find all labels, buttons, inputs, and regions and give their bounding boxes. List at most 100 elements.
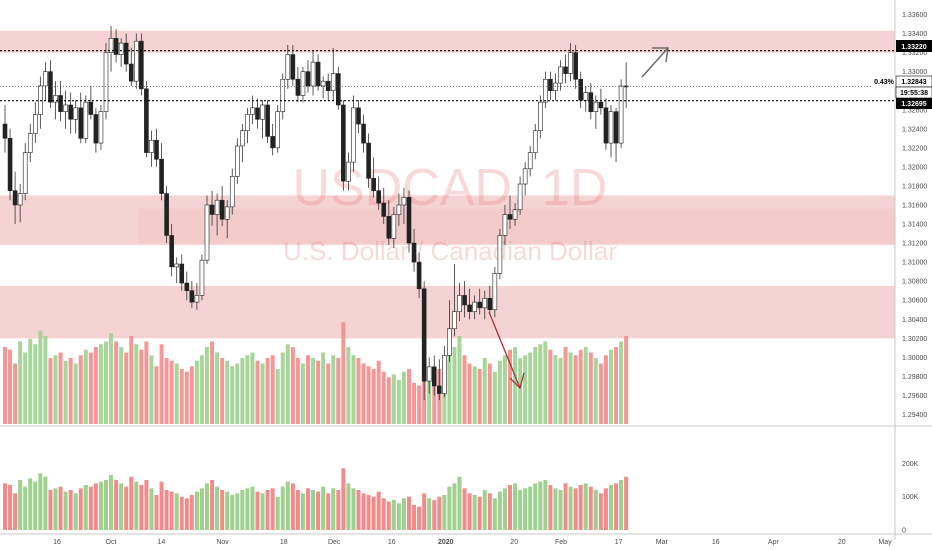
projection-arrow-up-head xyxy=(652,47,669,63)
volume-overlay xyxy=(3,322,629,424)
volume-overlay-bar xyxy=(255,360,260,424)
candle xyxy=(361,114,366,153)
volume-overlay-bar xyxy=(497,360,502,424)
projection-arrow-down[interactable] xyxy=(488,311,521,389)
y-tick-label: 1.30800 xyxy=(902,279,927,286)
volume-overlay-bar xyxy=(346,347,351,424)
candle-body-up xyxy=(532,130,538,153)
volume-overlay-bar xyxy=(78,355,83,424)
y-tick-label: 1.31600 xyxy=(902,202,927,209)
projection-arrow-up[interactable] xyxy=(641,47,669,78)
volume-overlay-bar xyxy=(245,355,250,424)
candle xyxy=(103,43,109,120)
volume-overlay-bar xyxy=(407,369,411,424)
volume-bar xyxy=(98,481,103,530)
volume-overlay-bar xyxy=(513,347,518,424)
volume-bar xyxy=(215,486,220,530)
candle-body-up xyxy=(497,235,503,274)
candle xyxy=(330,47,336,101)
volume-bar xyxy=(306,488,310,530)
candle-body-up xyxy=(134,40,139,82)
volume-bar xyxy=(568,486,573,530)
candle xyxy=(426,357,432,394)
volume-bar xyxy=(189,495,194,530)
candle-body-down xyxy=(113,38,119,55)
volume-overlay-bar xyxy=(568,352,573,424)
candle xyxy=(295,66,301,103)
candle-body-up xyxy=(118,42,124,55)
candle-body-up xyxy=(108,38,114,53)
candle xyxy=(174,257,179,284)
volume-overlay-bar xyxy=(588,352,593,424)
volume-bar xyxy=(432,500,437,530)
change-badge xyxy=(873,76,896,87)
y-tick-label: 1.29600 xyxy=(902,393,927,400)
candle-body-up xyxy=(527,152,533,170)
volume-overlay-bar xyxy=(311,358,316,424)
candle xyxy=(229,168,235,215)
candle-body-up xyxy=(320,80,326,87)
candle xyxy=(113,28,119,63)
candle-body-down xyxy=(315,61,321,87)
candle-body-down xyxy=(179,263,185,284)
sr-zone xyxy=(0,30,895,53)
candle-body-down xyxy=(154,139,159,160)
candle-body-down xyxy=(159,158,164,194)
candle xyxy=(7,128,13,201)
volume-overlay-bar xyxy=(179,369,184,424)
volume-overlay-bar xyxy=(68,358,73,424)
volume-overlay-bar xyxy=(502,355,507,424)
volume-bar xyxy=(447,486,452,530)
price-badges: 1.33220 0.43% 1.32843 19:55:38 1.32695 xyxy=(873,40,932,109)
candle xyxy=(548,71,553,101)
candle-body-up xyxy=(22,152,28,194)
volume-overlay-bar xyxy=(417,385,422,424)
candle xyxy=(371,157,376,198)
watermark: USDCAD, 1D U.S. Dollar / Canadian Dollar xyxy=(283,159,617,266)
volume-overlay-bar xyxy=(33,344,38,424)
candle-body-down xyxy=(7,138,13,191)
volume-overlay-bar xyxy=(326,363,331,424)
candle xyxy=(194,283,200,310)
volume-overlay-bar xyxy=(210,341,215,424)
volume-overlay-bar xyxy=(341,322,346,424)
volume-overlay-bar xyxy=(306,355,310,424)
candle xyxy=(341,100,346,191)
volume-overlay-bar xyxy=(48,358,53,424)
candle-body-up xyxy=(53,95,58,103)
candle xyxy=(593,95,599,129)
volume-bar xyxy=(558,490,563,530)
candle-body-up xyxy=(43,71,48,87)
candle xyxy=(139,33,144,96)
candle xyxy=(189,281,195,308)
candle-body-up xyxy=(391,214,397,239)
volume-overlay-bar xyxy=(174,363,179,424)
candle-body-down xyxy=(123,42,129,65)
volume-overlay-bar xyxy=(114,341,119,424)
volume-overlay-bar xyxy=(184,371,189,424)
volume-overlay-bar xyxy=(43,336,48,424)
y-tick-label: 1.33000 xyxy=(902,69,927,76)
candle xyxy=(613,107,619,163)
candle xyxy=(255,98,260,129)
candle-body-up xyxy=(174,263,179,268)
volume-overlay-bar xyxy=(371,369,376,424)
volume-bar xyxy=(346,483,351,530)
x-tick-label: 16 xyxy=(388,539,396,546)
volume-bar xyxy=(543,480,548,530)
volume-bar xyxy=(593,490,598,530)
volume-bar xyxy=(508,485,512,530)
volume-overlay-bar xyxy=(154,366,159,424)
candle xyxy=(406,190,412,253)
candle xyxy=(83,95,89,144)
resistance-badge-text: 1.33220 xyxy=(901,44,926,51)
watermark-symbol: USDCAD, 1D xyxy=(293,159,608,217)
volume-overlay-bar xyxy=(164,358,169,424)
candle xyxy=(315,54,321,91)
candle xyxy=(184,271,190,301)
candle xyxy=(583,85,589,112)
candle xyxy=(492,266,498,318)
x-tick-label: Mar xyxy=(656,539,669,546)
volume-overlay-bar xyxy=(548,349,553,424)
